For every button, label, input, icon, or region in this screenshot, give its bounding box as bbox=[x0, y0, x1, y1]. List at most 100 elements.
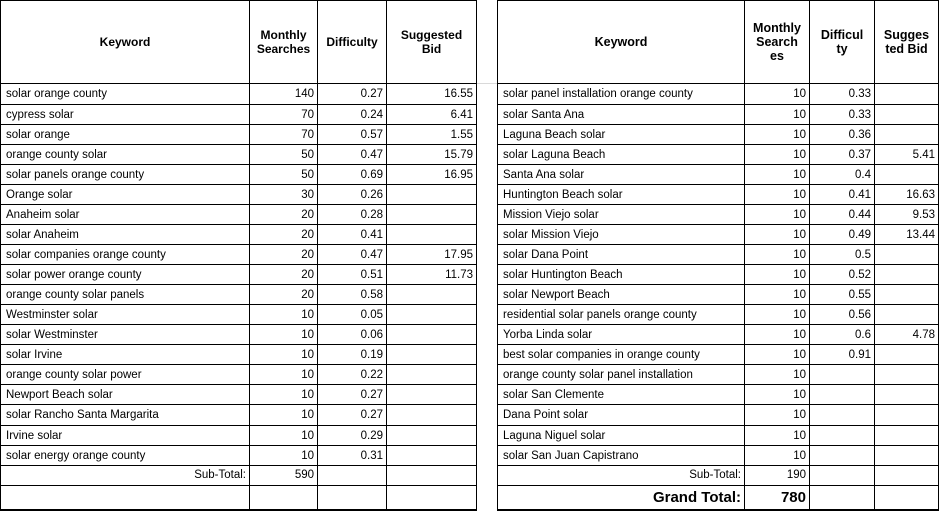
keyword-cell[interactable]: solar orange bbox=[1, 124, 250, 144]
header-suggested-bid[interactable]: Suggested Bid bbox=[883, 27, 930, 57]
searches-cell[interactable]: 70 bbox=[250, 104, 318, 124]
bid-cell[interactable] bbox=[875, 426, 938, 445]
keyword-cell[interactable]: Santa Ana solar bbox=[498, 164, 745, 184]
subtotal-value[interactable]: 590 bbox=[250, 465, 318, 485]
bid-cell[interactable] bbox=[875, 165, 938, 184]
difficulty-cell[interactable]: 0.69 bbox=[318, 164, 387, 184]
bid-cell[interactable] bbox=[387, 345, 476, 364]
keyword-cell[interactable]: solar Laguna Beach bbox=[498, 144, 745, 164]
bid-cell[interactable] bbox=[875, 365, 938, 384]
searches-cell[interactable]: 10 bbox=[745, 345, 810, 365]
keyword-cell[interactable]: Orange solar bbox=[1, 184, 250, 204]
bid-cell[interactable]: 15.79 bbox=[444, 148, 473, 161]
bid-cell[interactable] bbox=[875, 305, 938, 324]
keyword-cell[interactable]: solar orange county bbox=[1, 84, 250, 104]
bid-cell[interactable]: 16.63 bbox=[906, 188, 935, 201]
difficulty-cell[interactable] bbox=[810, 365, 875, 385]
difficulty-cell[interactable]: 0.47 bbox=[318, 244, 387, 265]
bid-cell[interactable]: 13.44 bbox=[906, 228, 935, 241]
bid-cell[interactable]: 1.55 bbox=[450, 128, 473, 141]
searches-cell[interactable]: 10 bbox=[250, 405, 318, 425]
difficulty-cell[interactable]: 0.41 bbox=[810, 184, 875, 204]
searches-cell[interactable]: 10 bbox=[745, 425, 810, 445]
searches-cell[interactable]: 10 bbox=[745, 265, 810, 285]
difficulty-cell[interactable]: 0.58 bbox=[318, 285, 387, 305]
searches-cell[interactable]: 30 bbox=[250, 184, 318, 204]
keyword-cell[interactable]: orange county solar power bbox=[1, 365, 250, 385]
difficulty-cell[interactable]: 0.27 bbox=[318, 84, 387, 104]
bid-cell[interactable] bbox=[387, 365, 476, 384]
empty-cell[interactable] bbox=[810, 485, 875, 509]
searches-cell[interactable]: 10 bbox=[250, 325, 318, 345]
empty-cell[interactable] bbox=[875, 466, 938, 485]
bid-cell[interactable] bbox=[387, 225, 476, 244]
keyword-cell[interactable]: best solar companies in orange county bbox=[498, 345, 745, 365]
searches-cell[interactable]: 70 bbox=[250, 124, 318, 144]
keyword-cell[interactable]: Laguna Niguel solar bbox=[498, 425, 745, 445]
searches-cell[interactable]: 10 bbox=[745, 144, 810, 164]
searches-cell[interactable]: 50 bbox=[250, 144, 318, 164]
searches-cell[interactable]: 10 bbox=[250, 305, 318, 325]
empty-cell[interactable] bbox=[875, 486, 938, 509]
keyword-cell[interactable]: solar panel installation orange county bbox=[498, 84, 745, 104]
difficulty-cell[interactable]: 0.51 bbox=[318, 265, 387, 285]
bid-cell[interactable]: 11.73 bbox=[445, 269, 473, 282]
bid-cell[interactable] bbox=[875, 105, 938, 124]
bid-cell[interactable]: 5.41 bbox=[912, 148, 935, 161]
keyword-cell[interactable]: solar Huntington Beach bbox=[498, 265, 745, 285]
difficulty-cell[interactable]: 0.55 bbox=[810, 285, 875, 305]
searches-cell[interactable]: 10 bbox=[745, 104, 810, 124]
difficulty-cell[interactable]: 0.5 bbox=[810, 244, 875, 265]
searches-cell[interactable]: 10 bbox=[745, 224, 810, 244]
searches-cell[interactable]: 10 bbox=[250, 425, 318, 445]
bid-cell[interactable] bbox=[387, 205, 476, 224]
searches-cell[interactable]: 10 bbox=[745, 405, 810, 425]
keyword-cell[interactable]: Mission Viejo solar bbox=[498, 204, 745, 224]
keyword-cell[interactable]: solar San Juan Capistrano bbox=[498, 445, 745, 465]
difficulty-cell[interactable] bbox=[810, 405, 875, 425]
searches-cell[interactable]: 10 bbox=[250, 365, 318, 385]
header-suggested-bid[interactable]: Suggested Bid bbox=[400, 27, 463, 57]
empty-cell[interactable] bbox=[318, 465, 387, 485]
bid-cell[interactable]: 17.95 bbox=[444, 248, 473, 261]
empty-cell[interactable] bbox=[250, 485, 318, 509]
searches-cell[interactable]: 10 bbox=[250, 385, 318, 405]
bid-cell[interactable] bbox=[875, 125, 938, 144]
keyword-cell[interactable]: Irvine solar bbox=[1, 425, 250, 445]
empty-cell[interactable] bbox=[387, 466, 476, 485]
keyword-cell[interactable]: solar Rancho Santa Margarita bbox=[1, 405, 250, 425]
searches-cell[interactable]: 10 bbox=[745, 84, 810, 104]
bid-cell[interactable] bbox=[387, 185, 476, 204]
searches-cell[interactable]: 10 bbox=[250, 345, 318, 365]
searches-cell[interactable]: 10 bbox=[745, 204, 810, 224]
keyword-cell[interactable]: solar companies orange county bbox=[1, 244, 250, 265]
keyword-cell[interactable]: solar energy orange county bbox=[1, 445, 250, 465]
bid-cell[interactable] bbox=[875, 84, 938, 103]
header-difficulty[interactable]: Difficulty bbox=[318, 1, 387, 84]
searches-cell[interactable]: 20 bbox=[250, 285, 318, 305]
header-monthly-searches[interactable]: Monthly Searches bbox=[250, 1, 318, 84]
searches-cell[interactable]: 20 bbox=[250, 224, 318, 244]
empty-cell[interactable] bbox=[318, 485, 387, 509]
keyword-cell[interactable]: residential solar panels orange county bbox=[498, 305, 745, 325]
difficulty-cell[interactable]: 0.36 bbox=[810, 124, 875, 144]
keyword-cell[interactable]: solar Newport Beach bbox=[498, 285, 745, 305]
difficulty-cell[interactable]: 0.41 bbox=[318, 224, 387, 244]
keyword-cell[interactable]: Westminster solar bbox=[1, 305, 250, 325]
searches-cell[interactable]: 10 bbox=[745, 325, 810, 345]
keyword-cell[interactable]: Yorba Linda solar bbox=[498, 325, 745, 345]
keyword-cell[interactable]: solar Dana Point bbox=[498, 244, 745, 265]
keyword-cell[interactable]: solar Westminster bbox=[1, 325, 250, 345]
header-keyword[interactable]: Keyword bbox=[498, 1, 745, 84]
bid-cell[interactable]: 4.78 bbox=[912, 329, 935, 342]
header-keyword[interactable]: Keyword bbox=[1, 1, 250, 84]
difficulty-cell[interactable]: 0.44 bbox=[810, 204, 875, 224]
empty-cell[interactable] bbox=[1, 485, 250, 509]
bid-cell[interactable] bbox=[387, 405, 476, 424]
subtotal-label[interactable]: Sub-Total: bbox=[1, 465, 250, 485]
searches-cell[interactable]: 10 bbox=[745, 385, 810, 405]
keyword-cell[interactable]: Huntington Beach solar bbox=[498, 184, 745, 204]
bid-cell[interactable] bbox=[387, 426, 476, 445]
searches-cell[interactable]: 10 bbox=[745, 244, 810, 265]
bid-cell[interactable] bbox=[387, 446, 476, 465]
